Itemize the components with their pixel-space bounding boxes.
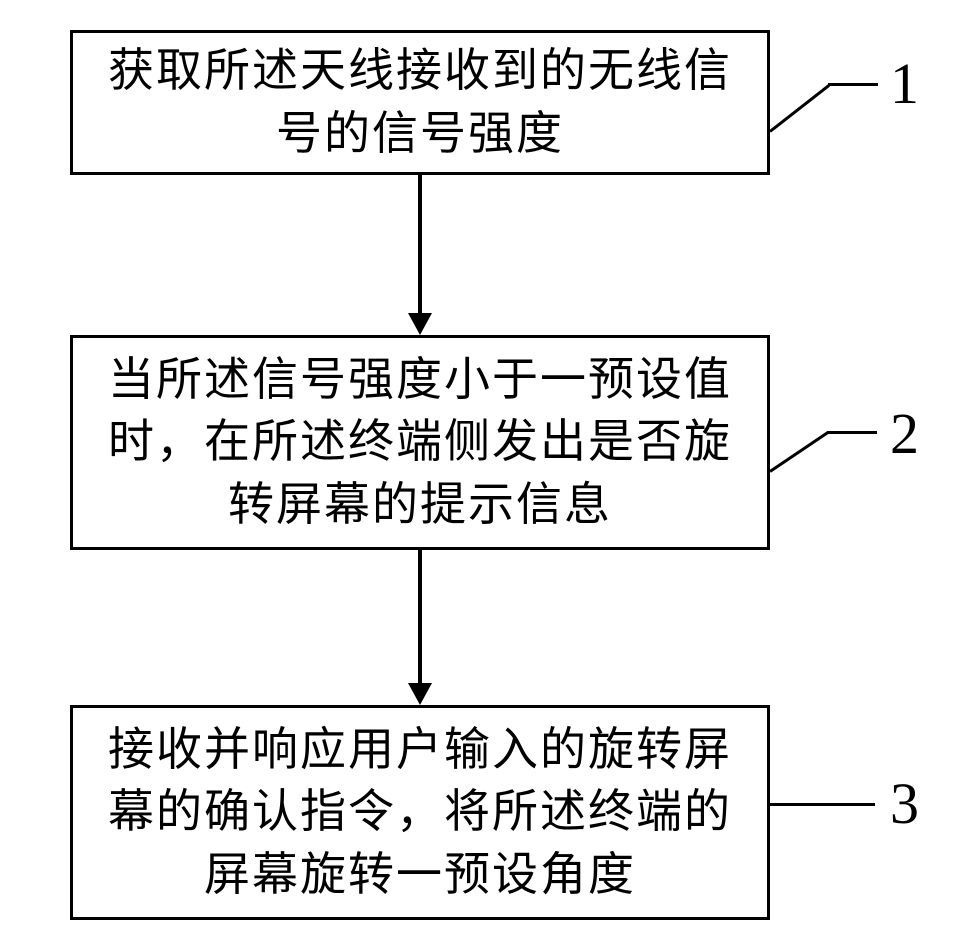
node-2-text: 当所述信号强度小于一预设值时，在所述终端侧发出是否旋转屏幕的提示信息 — [93, 349, 747, 535]
flowchart-node-1: 获取所述天线接收到的无线信号的信号强度 — [70, 30, 770, 175]
node-1-text: 获取所述天线接收到的无线信号的信号强度 — [93, 40, 747, 164]
arrow-2-3-line — [418, 550, 422, 683]
flowchart-node-3: 接收并响应用户输入的旋转屏幕的确认指令，将所述终端的屏幕旋转一预设角度 — [70, 705, 770, 920]
label-connector-1b — [828, 83, 878, 86]
label-connector-1a — [769, 84, 830, 133]
flowchart-container: 获取所述天线接收到的无线信号的信号强度 1 当所述信号强度小于一预设值时，在所述… — [0, 0, 977, 951]
flowchart-node-2: 当所述信号强度小于一预设值时，在所述终端侧发出是否旋转屏幕的提示信息 — [70, 335, 770, 550]
label-connector-3 — [770, 803, 875, 806]
label-connector-2a — [769, 431, 829, 473]
node-1-label: 1 — [890, 50, 919, 117]
node-3-label: 3 — [890, 770, 919, 837]
label-connector-2b — [827, 431, 877, 434]
arrow-1-2-head — [408, 313, 432, 335]
node-2-label: 2 — [890, 400, 919, 467]
node-3-text: 接收并响应用户输入的旋转屏幕的确认指令，将所述终端的屏幕旋转一预设角度 — [93, 719, 747, 905]
arrow-2-3-head — [408, 683, 432, 705]
arrow-1-2-line — [418, 175, 422, 313]
